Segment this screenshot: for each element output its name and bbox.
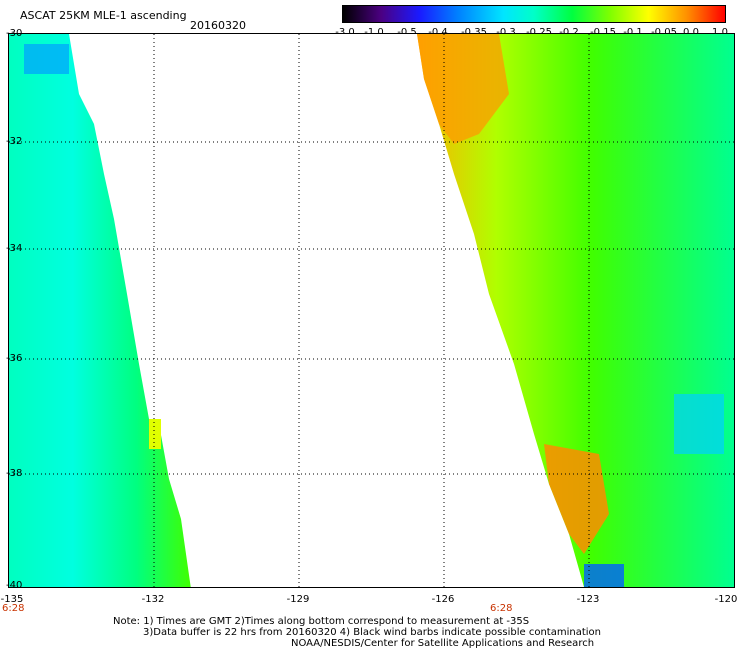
colorbar-tick: -0.2: [559, 27, 579, 38]
right-swath-orange-top: [417, 34, 509, 144]
colorbar-tick: -0.1: [623, 27, 643, 38]
lon-label: -132: [141, 594, 165, 605]
grid-lines: [9, 34, 734, 587]
lon-label: -126: [431, 594, 455, 605]
colorbar-tick: -0.3: [496, 27, 516, 38]
colorbar-tick: -3.0: [335, 27, 355, 38]
left-swath: [9, 34, 191, 587]
note-line-2: 3)Data buffer is 22 hrs from 20160320 4)…: [143, 627, 601, 638]
lat-label: -34: [6, 243, 23, 254]
lat-label: -30: [6, 28, 23, 39]
lat-label: -32: [6, 136, 23, 147]
notes: Note: 1) Times are GMT 2)Times along bot…: [113, 616, 601, 649]
note-line-1: Note: 1) Times are GMT 2)Times along bot…: [113, 616, 530, 627]
colorbar-tick: 1.0: [712, 27, 728, 38]
time-label-right: 6:28: [490, 603, 513, 614]
lat-label: -40: [6, 580, 23, 591]
lon-label: -129: [286, 594, 310, 605]
right-swath-blue-patch: [674, 394, 724, 454]
right-swath-blue-corner: [584, 564, 624, 587]
map-plot-area: [8, 33, 735, 588]
product-date: 20160320: [190, 19, 246, 32]
lat-label: -38: [6, 468, 23, 479]
right-swath-orange-bottom: [544, 444, 609, 554]
swath-map: [9, 34, 734, 587]
colorbar-tick: -0.4: [428, 27, 448, 38]
colorbar-tick: -1.0: [364, 27, 384, 38]
lon-label: -135: [0, 594, 24, 605]
colorbar-tick: -0.05: [651, 27, 677, 38]
colorbar-tick: -0.25: [526, 27, 552, 38]
product-title: ASCAT 25KM MLE-1 ascending: [20, 9, 187, 22]
lon-label: -120: [714, 594, 738, 605]
colorbar-tick: -0.15: [590, 27, 616, 38]
colorbar: [342, 5, 726, 23]
colorbar-tick: -0.5: [397, 27, 417, 38]
note-line-3: NOAA/NESDIS/Center for Satellite Applica…: [291, 638, 595, 649]
colorbar-tick: -0.35: [461, 27, 487, 38]
lat-label: -36: [6, 353, 23, 364]
lon-label: -123: [576, 594, 600, 605]
time-label-left: 6:28: [2, 603, 25, 614]
right-swath: [417, 34, 734, 587]
colorbar-tick: 0.0: [683, 27, 699, 38]
left-swath-yellow-patch: [149, 419, 161, 449]
left-swath-blue-patch: [24, 44, 69, 74]
